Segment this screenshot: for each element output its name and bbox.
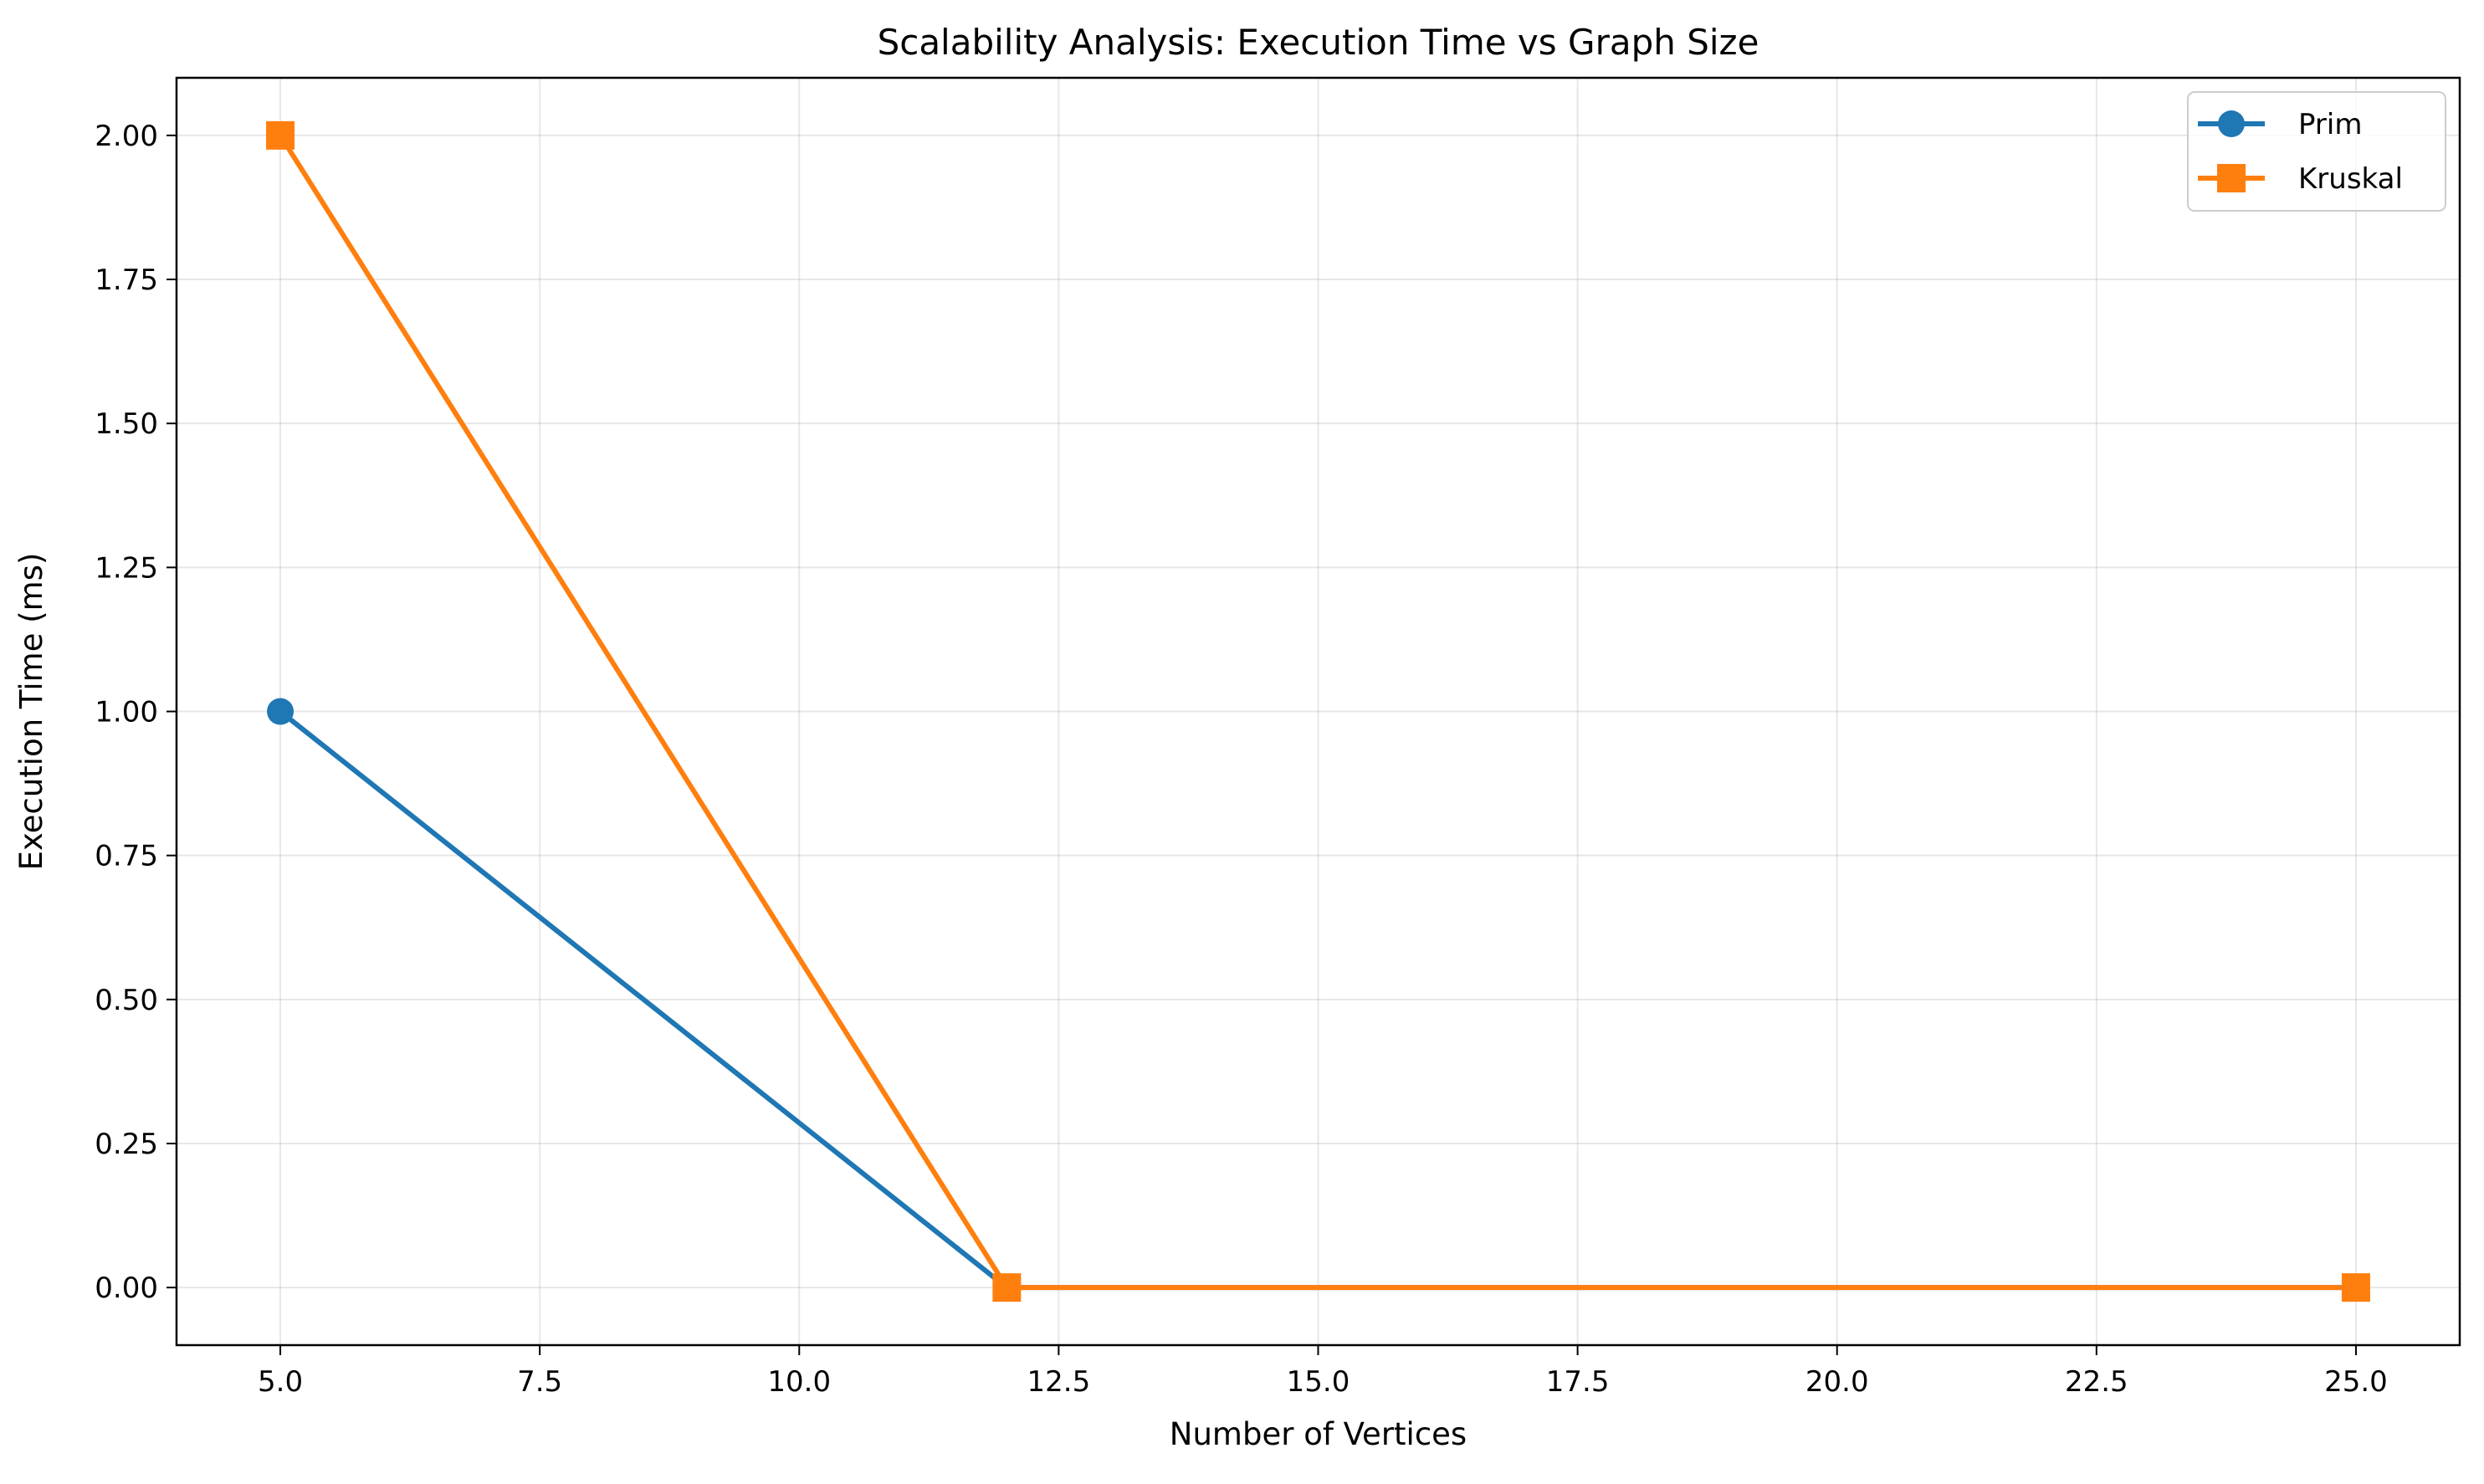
y-tick-label: 0.00 (95, 1272, 158, 1305)
y-tick-label: 1.25 (95, 551, 158, 585)
data-point-kruskal (266, 121, 294, 150)
x-tick-label: 17.5 (1546, 1365, 1610, 1399)
x-tick-label: 7.5 (517, 1365, 562, 1399)
data-point-kruskal (2342, 1273, 2370, 1302)
y-tick-label: 0.25 (95, 1128, 158, 1161)
y-tick-label: 0.50 (95, 984, 158, 1017)
x-tick-label: 20.0 (1805, 1365, 1869, 1399)
x-tick-label: 12.5 (1027, 1365, 1091, 1399)
x-tick-label: 15.0 (1287, 1365, 1350, 1399)
legend-label-prim: Prim (2298, 108, 2362, 141)
y-tick-label: 1.00 (95, 696, 158, 729)
data-point-kruskal (992, 1273, 1021, 1302)
chart-title: Scalability Analysis: Execution Time vs … (878, 22, 1759, 63)
y-tick-label: 2.00 (95, 120, 158, 153)
y-tick-label: 1.75 (95, 264, 158, 297)
x-tick-label: 22.5 (2065, 1365, 2128, 1399)
x-tick-label: 10.0 (767, 1365, 831, 1399)
legend-label-kruskal: Kruskal (2298, 162, 2403, 196)
legend-marker-kruskal (2217, 164, 2246, 192)
x-tick-label: 25.0 (2324, 1365, 2388, 1399)
data-point-prim (267, 699, 294, 725)
x-axis-label: Number of Vertices (1170, 1416, 1467, 1452)
y-axis-label: Execution Time (ms) (13, 553, 49, 871)
x-tick-label: 5.0 (258, 1365, 303, 1399)
legend: Prim Kruskal (2188, 92, 2446, 211)
legend-marker-prim (2218, 110, 2245, 137)
y-tick-label: 1.50 (95, 407, 158, 441)
y-tick-label: 0.75 (95, 840, 158, 873)
